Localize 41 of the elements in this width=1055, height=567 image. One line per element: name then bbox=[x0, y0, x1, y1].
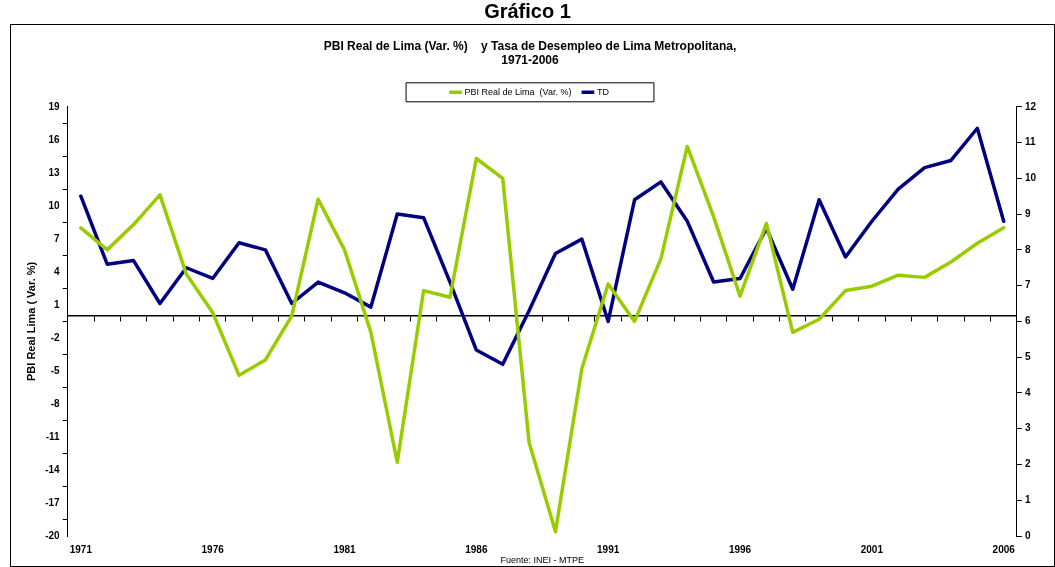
y2-tick-label: 6 bbox=[1024, 315, 1031, 327]
chart-subtitle: PBI Real de Lima (Var. %) y Tasa de Desempleo de Lima Metropolitana, 1971-2006 bbox=[323, 38, 737, 67]
y2-tick-label: 2 bbox=[1024, 458, 1031, 470]
x-tick-label: 1991 bbox=[597, 543, 620, 555]
x-tick-label: 2006 bbox=[992, 543, 1016, 555]
y2-tick-label: 9 bbox=[1024, 207, 1031, 219]
y2-tick-label: 5 bbox=[1024, 350, 1031, 362]
source-note: Fuente: INEI - MTPE bbox=[500, 555, 585, 566]
x-tick-label: 1996 bbox=[728, 543, 752, 555]
y2-tick-label: 4 bbox=[1024, 386, 1031, 398]
y-tick-label: 1 bbox=[54, 298, 61, 310]
y-tick-label: -20 bbox=[45, 529, 61, 541]
y-tick-label: -14 bbox=[45, 463, 61, 475]
y-axis-title: PBI Real Lima ( Var. %) bbox=[24, 261, 37, 382]
y-tick-label: -17 bbox=[45, 496, 61, 508]
legend-label: PBI Real de Lima (Var. %) bbox=[464, 86, 572, 97]
x-tick-label: 1976 bbox=[201, 543, 225, 555]
y-tick-label: 7 bbox=[54, 232, 61, 244]
y-tick-label: 13 bbox=[48, 166, 61, 178]
y-tick-label: 10 bbox=[48, 199, 61, 211]
chart-title: Gráfico 1 bbox=[483, 0, 572, 22]
y-tick-label: -11 bbox=[45, 430, 61, 442]
y-tick-label: -8 bbox=[50, 397, 61, 409]
y2-tick-label: 0 bbox=[1024, 529, 1031, 541]
y-tick-label: -5 bbox=[50, 364, 61, 376]
x-tick-label: 1981 bbox=[333, 543, 357, 555]
y2-tick-label: 3 bbox=[1024, 422, 1031, 434]
y2-tick-label: 12 bbox=[1024, 100, 1037, 112]
x-tick-label: 1971 bbox=[69, 543, 93, 555]
y-tick-label: 16 bbox=[48, 133, 61, 145]
x-tick-label: 1986 bbox=[465, 543, 488, 555]
y-tick-label: 4 bbox=[54, 265, 61, 277]
y-tick-label: -2 bbox=[50, 331, 61, 343]
y-tick-label: 19 bbox=[48, 100, 61, 112]
legend-label: TD bbox=[596, 86, 610, 97]
y2-tick-label: 10 bbox=[1024, 172, 1037, 184]
y2-tick-label: 11 bbox=[1024, 136, 1036, 148]
y2-tick-label: 7 bbox=[1024, 279, 1031, 291]
y2-tick-label: 8 bbox=[1024, 243, 1031, 255]
x-tick-label: 2001 bbox=[860, 543, 884, 555]
y2-tick-label: 1 bbox=[1024, 493, 1031, 505]
